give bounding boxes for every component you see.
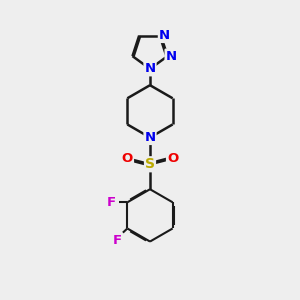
Text: S: S [145,157,155,171]
Text: O: O [167,152,178,165]
Text: F: F [106,196,116,209]
Text: N: N [166,50,177,63]
Text: N: N [144,131,156,144]
Text: N: N [144,62,156,75]
Text: F: F [112,235,122,248]
Text: N: N [159,29,170,42]
Text: O: O [122,152,133,165]
